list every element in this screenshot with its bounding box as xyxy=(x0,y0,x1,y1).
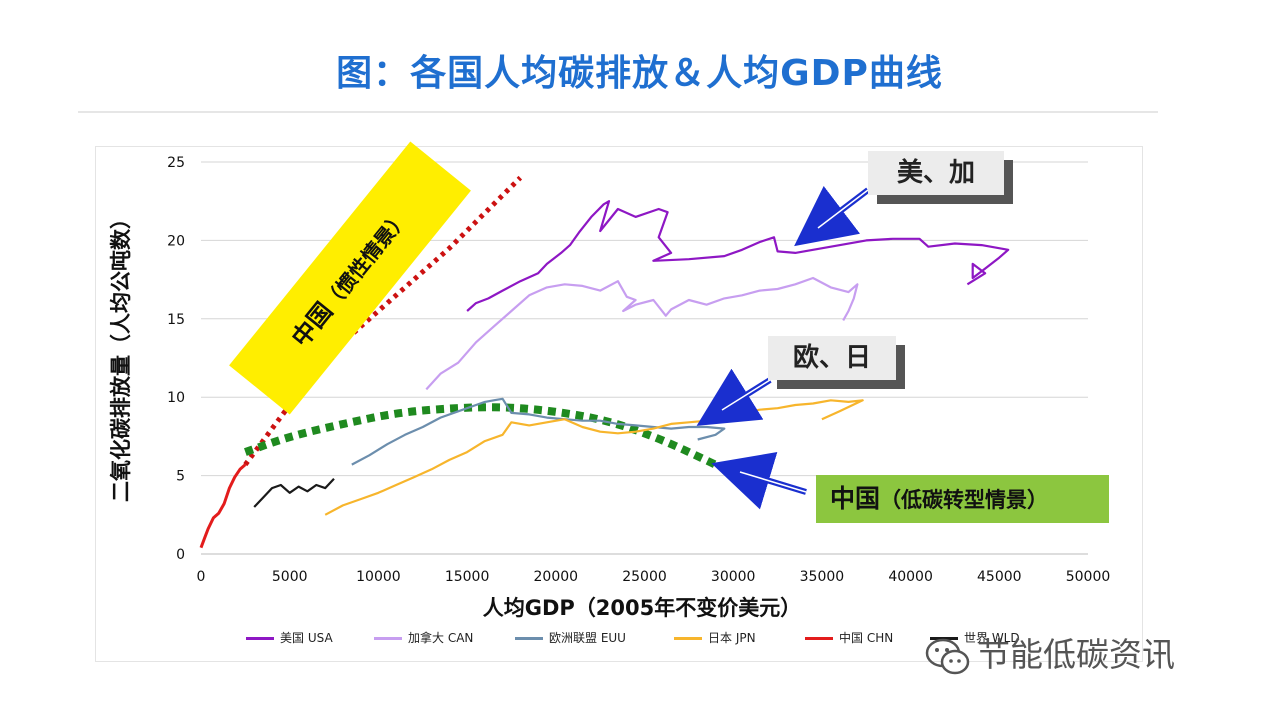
x-tick-label: 40000 xyxy=(888,569,933,585)
legend-label: 世界 WLD xyxy=(964,631,1020,645)
series-line-wld xyxy=(253,477,335,508)
title-divider xyxy=(78,111,1158,113)
scenario-line-low-carbon xyxy=(244,403,718,469)
x-tick-label: 30000 xyxy=(711,569,756,585)
legend-item-jpn: 日本 JPN xyxy=(674,628,756,648)
y-tick-label: 10 xyxy=(167,390,185,406)
legend-label: 中国 CHN xyxy=(839,631,894,645)
arrow-china-low-carbon-highlight xyxy=(739,471,807,493)
x-axis-label: 人均GDP（2005年不变价美元） xyxy=(482,596,802,620)
y-tick-label: 5 xyxy=(176,469,185,485)
x-tick-label: 20000 xyxy=(534,569,579,585)
y-axis-label: 二氧化碳排放量（人均公吨数） xyxy=(109,208,133,502)
legend-item-euu: 欧洲联盟 EUU xyxy=(515,628,626,648)
legend-label: 加拿大 CAN xyxy=(408,631,474,645)
x-tick-label: 25000 xyxy=(622,569,667,585)
china-low-carbon-sub: （低碳转型情景） xyxy=(880,488,1049,512)
series-line-jpn xyxy=(324,399,864,516)
series-line-euu xyxy=(351,397,726,466)
y-tick-label: 25 xyxy=(167,155,185,171)
y-tick-label: 20 xyxy=(167,233,185,249)
legend-label: 美国 USA xyxy=(280,631,333,645)
legend-item-chn: 中国 CHN xyxy=(805,628,893,648)
callout-eu-jp: 欧、日 xyxy=(768,336,896,380)
series-line-can xyxy=(425,276,859,391)
y-tick-label: 0 xyxy=(176,547,185,563)
chart-frame xyxy=(95,146,1143,662)
legend-item-usa: 美国 USA xyxy=(246,628,333,648)
watermark-text: 节能低碳资讯 xyxy=(977,635,1175,674)
wechat-icon xyxy=(925,638,970,674)
x-tick-label: 0 xyxy=(197,569,206,585)
china-low-carbon-main: 中国 xyxy=(830,484,881,513)
x-tick-label: 35000 xyxy=(800,569,845,585)
arrow-us-ca-highlight xyxy=(817,189,869,229)
legend-item-can: 加拿大 CAN xyxy=(374,628,473,648)
x-tick-label: 5000 xyxy=(272,569,308,585)
x-tick-label: 45000 xyxy=(977,569,1022,585)
callout-us-ca: 美、加 xyxy=(868,151,1004,195)
china-low-carbon-label: 中国（低碳转型情景） xyxy=(816,475,1109,523)
y-tick-label: 15 xyxy=(167,312,185,328)
page-title: 图：各国人均碳排放＆人均GDP曲线 xyxy=(336,53,943,94)
scenario-line-inertia xyxy=(243,175,523,467)
legend-label: 日本 JPN xyxy=(708,631,756,645)
x-tick-label: 50000 xyxy=(1066,569,1111,585)
x-tick-label: 10000 xyxy=(356,569,401,585)
arrow-eu-jp-highlight xyxy=(721,379,771,411)
x-tick-label: 15000 xyxy=(445,569,490,585)
series-line-usa xyxy=(466,200,1010,312)
series-line-chn xyxy=(199,463,247,549)
watermark: 节能低碳资讯 xyxy=(925,630,1175,680)
legend-label: 欧洲联盟 EUU xyxy=(549,631,626,645)
